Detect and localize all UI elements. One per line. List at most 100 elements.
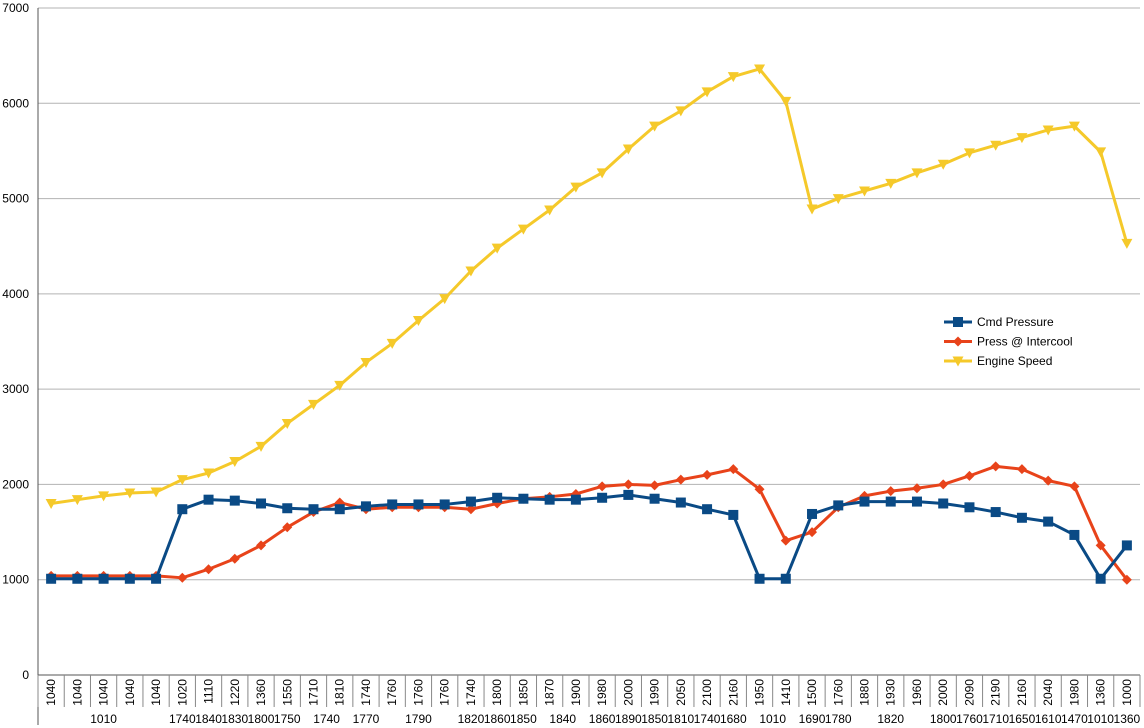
x-tick-label: 1930 [884, 679, 898, 706]
x-tick-label-secondary: 1850 [641, 712, 668, 726]
x-tick-label: 1870 [543, 679, 557, 706]
legend-label-cmd-pressure: Cmd Pressure [977, 315, 1054, 329]
x-tick-label: 1040 [70, 679, 84, 706]
x-tick-label: 1500 [805, 679, 819, 706]
y-tick-label: 7000 [2, 1, 29, 15]
data-point-cmd-pressure [649, 493, 660, 504]
data-point-engine-speed [937, 159, 949, 170]
data-point-engine-speed [1121, 238, 1133, 249]
data-point-cmd-pressure [413, 499, 424, 510]
x-tick-label-secondary: 1850 [510, 712, 537, 726]
data-point-engine-speed [570, 182, 582, 193]
x-tick-label-secondary: 1780 [825, 712, 852, 726]
y-tick-label: 0 [22, 668, 29, 682]
x-tick-label-secondary: 1800 [930, 712, 957, 726]
data-point-cmd-pressure [990, 507, 1001, 518]
data-point-cmd-pressure [1043, 516, 1054, 527]
x-tick-label-secondary: 1800 [248, 712, 275, 726]
x-tick-label: 1740 [464, 679, 478, 706]
x-tick-label: 2040 [1041, 679, 1055, 706]
data-point-cmd-pressure [1016, 512, 1027, 523]
data-point-cmd-pressure [675, 497, 686, 508]
x-tick-label: 1800 [490, 679, 504, 706]
data-point-engine-speed [360, 357, 372, 368]
x-tick-label: 1000 [1120, 679, 1134, 706]
data-point-engine-speed [176, 475, 188, 486]
data-point-engine-speed [491, 243, 503, 254]
data-point-cmd-pressure [124, 573, 135, 584]
data-point-press-intercool [728, 464, 739, 475]
data-point-engine-speed [98, 491, 110, 502]
x-tick-label-secondary: 1010 [759, 712, 786, 726]
data-point-cmd-pressure [203, 494, 214, 505]
data-point-press-intercool [1121, 574, 1132, 585]
x-tick-label: 1760 [831, 679, 845, 706]
data-point-press-intercool [754, 484, 765, 495]
x-tick-label-secondary: 1710 [982, 712, 1009, 726]
data-point-press-intercool [1043, 475, 1054, 486]
data-point-engine-speed [45, 498, 57, 509]
series-line-press-intercool [51, 464, 1129, 581]
data-point-engine-speed [412, 316, 424, 327]
data-point-press-intercool [911, 483, 922, 494]
x-tick-label: 2100 [700, 679, 714, 706]
data-point-engine-speed [124, 488, 136, 499]
legend-marker-press-intercool [953, 336, 963, 347]
x-tick-label-secondary: 1690 [799, 712, 826, 726]
x-tick-label: 1110 [202, 679, 216, 704]
data-point-cmd-pressure [98, 573, 109, 584]
data-point-engine-speed [255, 441, 267, 452]
x-tick-label: 2160 [726, 679, 740, 706]
data-point-cmd-pressure [728, 509, 739, 520]
data-point-press-intercool [702, 469, 713, 480]
data-point-engine-speed [1068, 121, 1080, 132]
data-point-cmd-pressure [833, 500, 844, 511]
grid-lines [38, 7, 1140, 676]
data-point-cmd-pressure [1121, 540, 1132, 551]
data-point-engine-speed [963, 148, 975, 159]
data-point-cmd-pressure [282, 503, 293, 514]
x-tick-label: 1960 [910, 679, 924, 706]
data-point-engine-speed [649, 121, 661, 132]
x-tick-label-secondary: 1610 [1035, 712, 1062, 726]
x-tick-label: 1980 [595, 679, 609, 706]
data-point-cmd-pressure [780, 573, 791, 584]
x-tick-label: 1360 [1094, 679, 1108, 706]
data-point-press-intercool [623, 479, 634, 490]
data-point-press-intercool [229, 553, 240, 564]
data-point-press-intercool [780, 535, 791, 546]
x-tick-label-secondary: 1470 [1061, 712, 1088, 726]
x-tick-label: 1550 [280, 679, 294, 706]
x-tick-label-secondary: 1740 [169, 712, 196, 726]
x-tick-label-secondary: 1770 [353, 712, 380, 726]
plot-area [45, 64, 1133, 585]
data-point-engine-speed [727, 72, 739, 83]
x-tick-label: 1900 [569, 679, 583, 706]
x-tick-label: 1040 [97, 679, 111, 706]
x-tick-label-secondary: 1760 [956, 712, 983, 726]
data-point-cmd-pressure [570, 494, 581, 505]
data-point-engine-speed [1042, 125, 1054, 136]
data-point-engine-speed [1016, 133, 1028, 144]
data-point-cmd-pressure [859, 496, 870, 507]
x-tick-label: 1950 [753, 679, 767, 706]
data-point-cmd-pressure [702, 504, 713, 515]
x-tick-label-secondary: 1360 [1114, 712, 1141, 726]
data-point-cmd-pressure [229, 495, 240, 506]
data-point-cmd-pressure [807, 508, 818, 519]
data-point-cmd-pressure [308, 504, 319, 515]
legend-label-press-intercool: Press @ Intercool [977, 335, 1073, 349]
x-tick-label-secondary: 1680 [720, 712, 747, 726]
data-point-press-intercool [597, 481, 608, 492]
x-tick-label-secondary: 1820 [877, 712, 904, 726]
data-point-engine-speed [150, 487, 162, 498]
x-tick-label: 1760 [438, 679, 452, 706]
x-tick-label: 1980 [1067, 679, 1081, 706]
data-point-cmd-pressure [46, 573, 57, 584]
x-tick-label: 1810 [333, 679, 347, 706]
data-point-engine-speed [281, 418, 293, 429]
x-tick-label-secondary: 1820 [458, 712, 485, 726]
data-point-engine-speed [780, 96, 792, 107]
x-tick-label-secondary: 1790 [405, 712, 432, 726]
